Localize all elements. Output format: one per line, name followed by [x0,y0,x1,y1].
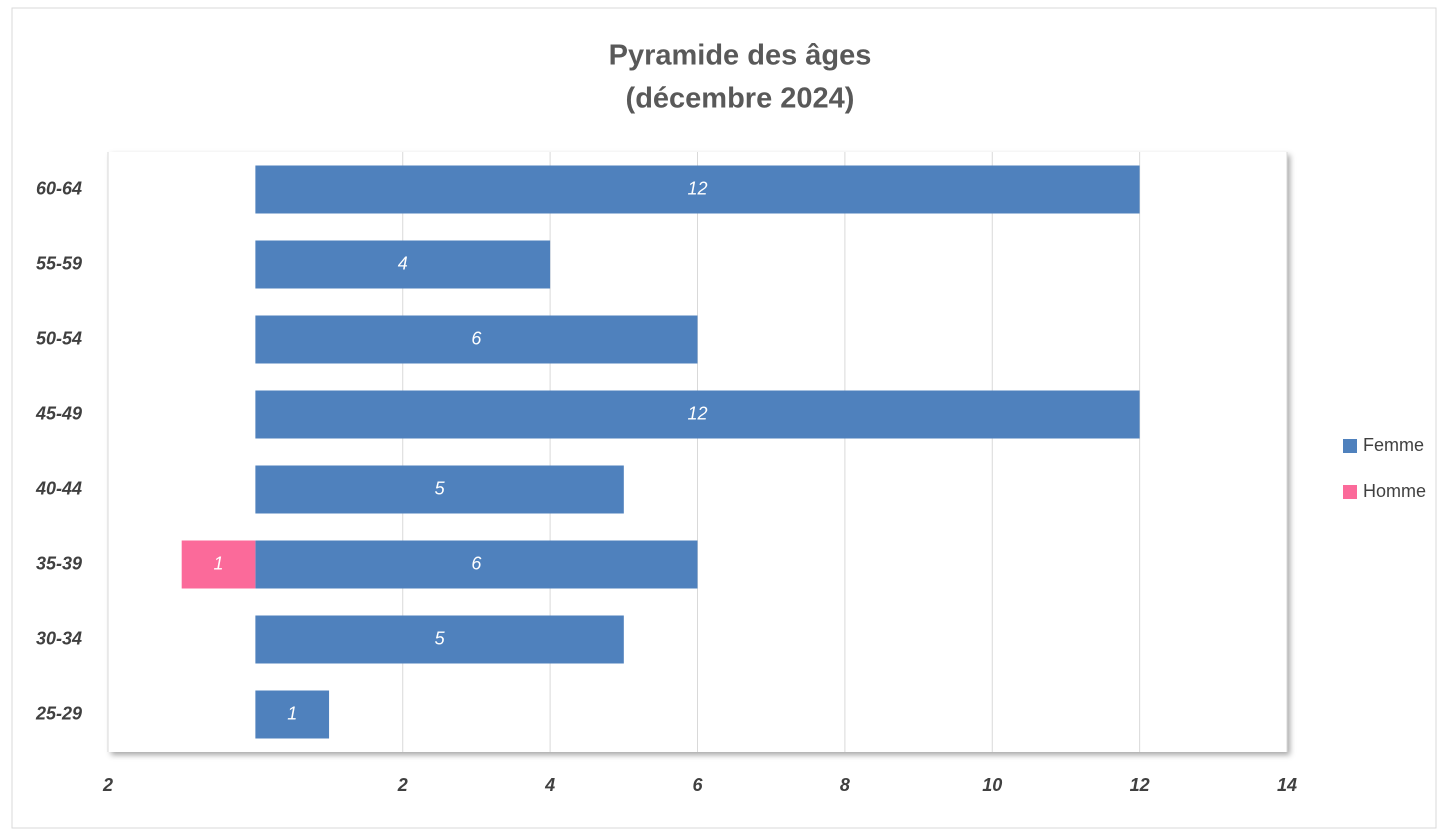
bar [255,240,551,289]
bar [255,390,1140,439]
y-tick-label: 40-44 [35,478,82,498]
x-tick-label: 2 [397,775,408,795]
bar [255,540,698,589]
x-tick-label: 12 [1130,775,1150,795]
data-label: 5 [435,478,446,498]
bar [255,690,330,739]
data-label: 1 [214,553,224,573]
data-label: 12 [687,403,707,423]
bar [255,315,698,364]
legend-swatch [1343,485,1357,499]
data-label: 5 [435,628,446,648]
x-tick-label: 4 [544,775,555,795]
x-tick-label: 2 [102,775,113,795]
bar [181,540,256,589]
y-tick-label: 50-54 [36,328,82,348]
legend-label: Femme [1363,435,1424,455]
bar [255,615,624,664]
y-tick-label: 30-34 [36,628,82,648]
y-tick-label: 60-64 [36,178,82,198]
data-label: 4 [398,253,408,273]
y-tick-label: 25-29 [35,703,82,723]
chart-title: (décembre 2024) [626,83,855,115]
x-tick-label: 6 [692,775,703,795]
x-tick-label: 10 [982,775,1002,795]
x-tick-label: 14 [1277,775,1297,795]
data-label: 1 [287,703,297,723]
x-tick-label: 8 [840,775,850,795]
data-label: 12 [687,178,707,198]
y-tick-label: 55-59 [36,253,82,273]
data-label: 6 [471,328,482,348]
legend-label: Homme [1363,481,1426,501]
y-tick-label: 45-49 [35,403,82,423]
y-tick-label: 35-39 [36,553,82,573]
legend-swatch [1343,439,1357,453]
data-label: 6 [471,553,482,573]
bar [255,165,1140,214]
bar [255,465,624,514]
chart-title: Pyramide des âges [609,40,872,72]
